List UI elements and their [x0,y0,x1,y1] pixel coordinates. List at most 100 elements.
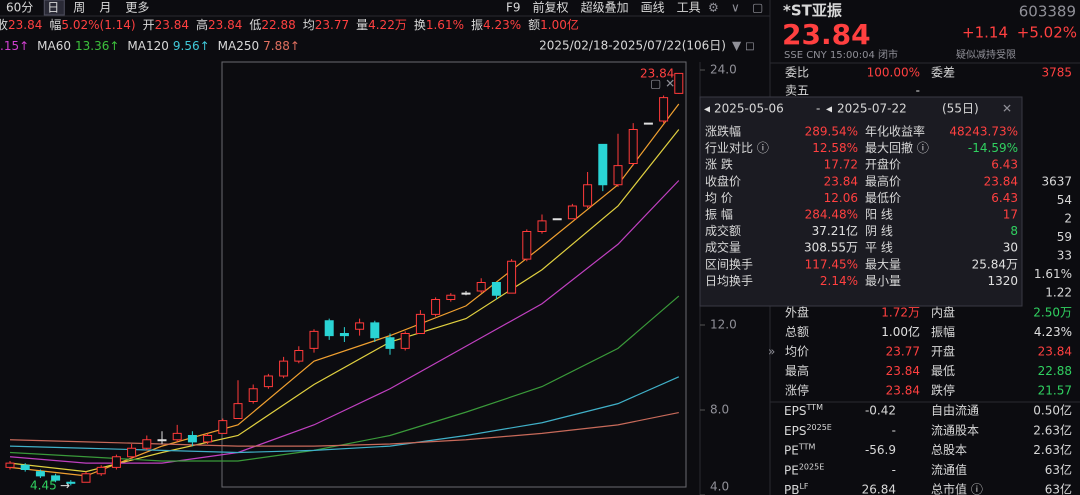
candle-body [127,447,137,458]
popup-value: 48243.73% [949,125,1018,139]
info-value: 5.02%(1.14) [61,18,135,32]
toolbar-item[interactable]: F9 [506,1,521,15]
popup-label: 开盘价 [865,157,901,172]
popup-value: 284.48% [805,208,858,222]
popup-icon[interactable]: ▢ ✕ [650,77,675,91]
fund-value: -56.9 [865,443,896,457]
fund-label: PE2025E [784,462,824,477]
ma-line [9,180,680,464]
menu-icon[interactable]: ▼ ◻ [732,39,755,53]
row-value: 22.88 [1038,364,1072,378]
popup-label: 振 幅 [705,207,733,222]
candle-body [96,466,106,475]
toolbar-item[interactable]: 画线 [641,1,665,15]
fund-label: EPS2025E [784,422,832,437]
popup-label: 最大回撤 ⓘ [865,140,929,155]
fund-label: 总市值 ⓘ [931,482,983,495]
popup-value: 308.55万 [804,241,858,255]
date-range: 2025/02/18-2025/07/22(106日) [539,39,726,53]
popup-label: 最大量 [865,257,901,271]
popup-end[interactable]: 2025-07-22 [837,102,907,116]
candle-body [552,218,562,221]
popup-value: 12.06 [824,191,858,205]
info-label: 换 [414,18,426,32]
fund-label: EPSTTM [784,403,823,418]
fund-value: 2.63亿 [1033,442,1072,457]
row-value: 4.23% [1034,325,1072,339]
popup-start[interactable]: 2025-05-06 [714,102,784,116]
popup-label: 最高价 [865,173,901,188]
candle-body [355,322,365,330]
popup-nav: ◂ [826,102,832,116]
candle-body [446,294,456,300]
fund-value: 0.50亿 [1033,403,1072,418]
toolbar-item[interactable]: 更多 [125,1,149,15]
popup-close[interactable]: ✕ [1002,102,1012,116]
stock-tag: 疑似减持受限 [956,48,1016,61]
popup-value: 2.14% [820,274,858,288]
popup-label: 最低价 [865,191,901,205]
dropdown-icon[interactable]: ∨ [731,1,740,15]
stock-meta: SSE CNY 15:00:04 闭市 [784,48,898,61]
row-label: 涨停 [785,383,809,398]
candle-body [659,97,669,122]
candle-body [491,282,501,296]
row-label: 开盘 [931,344,955,359]
min-annotation: 4.45 [30,479,57,493]
candle-body [643,122,653,125]
fund-label: 自由流通 [931,404,979,418]
fund-value: 63亿 [1045,462,1072,477]
toolbar-item[interactable]: 超级叠加 [581,0,629,15]
toolbar-item[interactable]: 60分 [6,1,33,15]
popup-sep: - [816,102,820,116]
info-value: 4.23% [483,18,521,32]
candle-body [203,435,213,443]
info-label: 均 [303,18,315,32]
popup-label: 收盘价 [705,173,741,188]
fund-label-main: EPS [784,423,806,437]
info-value: 1.00亿 [540,17,579,32]
fund-label-main: EPS [784,404,806,418]
candle-body [157,439,167,442]
min-arrow: → [60,479,70,493]
collapse-icon[interactable]: » [768,345,775,359]
toolbar-item[interactable]: 月 [99,1,111,15]
row-value: 54 [1057,193,1072,207]
popup-label: 年化收益率 [865,124,925,139]
toolbar-item[interactable]: 周 [73,1,85,15]
active-tab [43,0,65,16]
fund-value: -0.42 [865,404,896,418]
row-value: 3785 [1041,66,1072,80]
toolbar-item[interactable]: 日 [47,1,59,15]
row-label: 振幅 [931,324,955,339]
ma-label: MA250 [218,39,259,53]
popup-label: 成交额 [705,223,741,238]
stock-name: *ST亚振 [783,2,842,20]
window-icon[interactable]: ▢ [752,1,763,15]
candle-body [370,322,380,339]
info-value: 23.84 [8,18,42,32]
popup-value: 25.84万 [972,257,1018,271]
popup-value: 37.21亿 [812,223,858,238]
row-label: 均价 [785,345,809,359]
candle-body [476,282,486,292]
candle-body [187,435,197,443]
candle-body [461,292,471,295]
row-value: 59 [1057,230,1072,244]
candle-body [111,456,121,468]
toolbar-item[interactable]: 前复权 [533,0,569,15]
info-label: 振 [471,18,483,32]
candle-body [279,360,289,377]
ma-line [9,129,680,473]
popup [699,96,1023,307]
fund-value: 26.84 [862,483,896,495]
popup-value: 6.43 [991,158,1018,172]
row-label: 卖五 [785,84,809,98]
toolbar-item[interactable]: 工具 [677,1,701,15]
fund-label: 流通值 [931,462,967,477]
candle-body [218,420,228,434]
settings-icon[interactable]: ⚙ [708,1,719,15]
fund-label-sup: TTM [798,442,816,451]
